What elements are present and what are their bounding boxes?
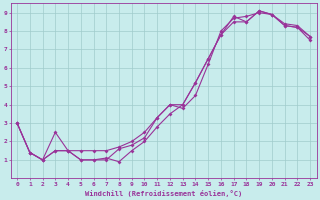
- X-axis label: Windchill (Refroidissement éolien,°C): Windchill (Refroidissement éolien,°C): [85, 190, 242, 197]
